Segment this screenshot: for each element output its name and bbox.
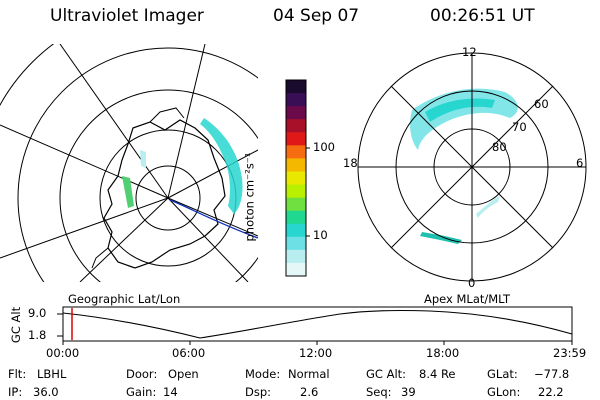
colorbar-band: [286, 158, 306, 172]
dsp-label: Dsp:: [245, 385, 272, 399]
alt-tick-1-8: 1.8: [28, 328, 47, 342]
colorbar-tick-100: 100: [313, 140, 335, 154]
altitude-axis-label: GC Alt: [9, 306, 24, 344]
colorbar-band: [286, 236, 306, 251]
colorbar-tick-10: 10: [313, 228, 328, 242]
colorbar-band: [286, 223, 306, 238]
colorbar-band: [286, 106, 306, 120]
dsp-value: 2.6: [300, 385, 319, 399]
date-label: 04 Sep 07: [273, 6, 360, 26]
colorbar-band: [286, 93, 306, 107]
glon-value: 22.2: [538, 385, 564, 399]
door-value: Open: [168, 367, 199, 381]
mlat-label-80: 80: [492, 140, 507, 154]
geographic-caption: Geographic Lat/Lon: [68, 292, 181, 306]
ip-value: 36.0: [33, 385, 59, 399]
time-label: 00:26:51 UT: [430, 6, 535, 26]
mode-value: Normal: [288, 367, 330, 381]
glat-value: −77.8: [534, 367, 570, 381]
mlat-label-70: 70: [512, 120, 527, 134]
mlt-label-18: 18: [343, 156, 358, 170]
seq-value: 39: [401, 385, 416, 399]
colorbar-band: [286, 132, 306, 146]
colorbar-band: [286, 80, 306, 94]
colorbar-band: [286, 171, 306, 186]
seq-label: Seq:: [366, 385, 392, 399]
time-tick-1800: 18:00: [426, 346, 460, 360]
alt-tick-9: 9.0: [28, 306, 47, 320]
instrument-title: Ultraviolet Imager: [50, 6, 204, 26]
glon-label: GLon:: [487, 385, 521, 399]
mlt-label-12: 12: [462, 45, 477, 59]
mlt-label-6: 6: [576, 156, 584, 170]
flt-label: Flt:: [8, 367, 27, 381]
gcalt-label: GC Alt:: [366, 367, 407, 381]
time-tick-0000: 00:00: [46, 346, 80, 360]
gain-label: Gain:: [126, 385, 157, 399]
flt-value: LBHL: [37, 367, 67, 381]
colorbar-band: [286, 184, 306, 199]
gain-value: 14: [163, 385, 178, 399]
door-label: Door:: [126, 367, 158, 381]
colorbar-band: [286, 210, 306, 225]
colorbar-band: [286, 249, 306, 264]
mlat-label-60: 60: [534, 97, 549, 111]
apex-caption: Apex MLat/MLT: [424, 292, 511, 306]
gcalt-value: 8.4 Re: [419, 367, 456, 381]
time-tick-2359: 23:59: [553, 346, 587, 360]
time-tick-1200: 12:00: [299, 346, 333, 360]
time-tick-0600: 06:00: [172, 346, 206, 360]
colorbar-band: [286, 197, 306, 212]
mlt-label-0: 0: [468, 276, 476, 290]
mode-label: Mode:: [245, 367, 281, 381]
glat-label: GLat:: [487, 367, 518, 381]
ip-label: IP:: [8, 385, 23, 399]
colorbar-band: [286, 145, 306, 159]
colorbar-band: [286, 262, 306, 277]
colorbar-band: [286, 119, 306, 133]
